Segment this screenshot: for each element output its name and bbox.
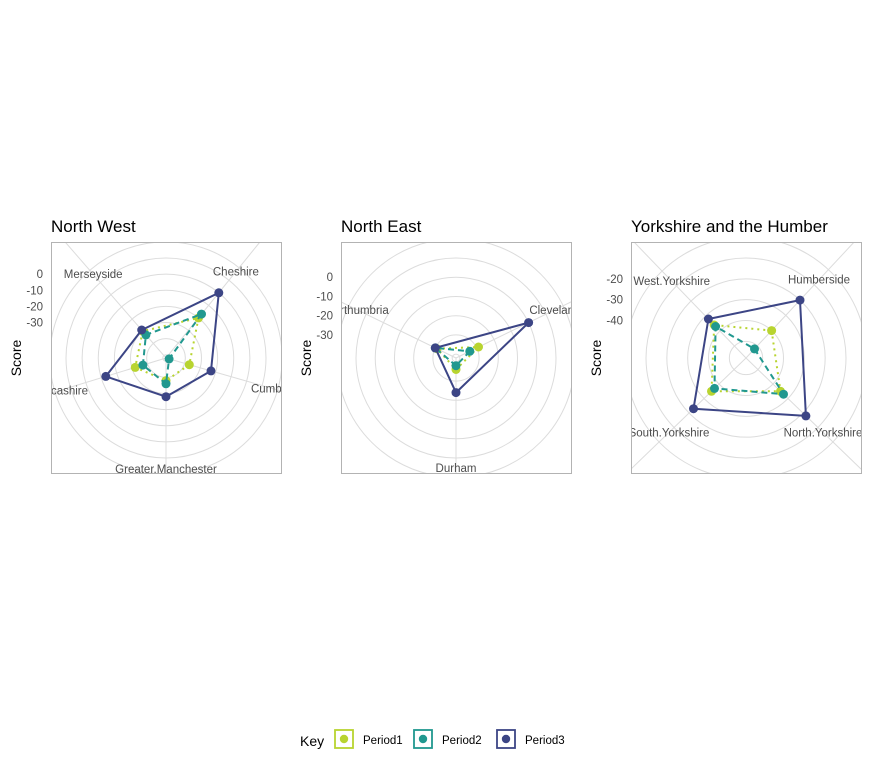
axis-label-west-yorkshire: West.Yorkshire (633, 276, 710, 288)
y-axis-label: Score (588, 340, 604, 377)
point-period2-greater-manchester (161, 379, 171, 389)
radial-tick-label: -10 (26, 285, 43, 297)
grid-circle (687, 299, 805, 417)
legend-label-period2: Period2 (442, 735, 482, 747)
legend-marker-period1 (339, 734, 349, 744)
radial-tick-label: 0 (37, 269, 43, 281)
point-period2-west-yorkshire (711, 322, 721, 331)
radial-tick-label: -40 (606, 316, 623, 328)
series-line-period2 (141, 313, 203, 385)
legend-item-period3: Period3 (496, 729, 565, 749)
y-axis-label: Score (298, 340, 314, 377)
axis-label-cheshire: Cheshire (213, 267, 259, 279)
panel-yorkshire-and-the-humber: Yorkshire and the Humber Score Humberside N… (588, 217, 863, 474)
axis-label-humberside: Humberside (788, 275, 850, 287)
y-axis-label: Score (8, 340, 24, 377)
point-period1-cumbria (184, 360, 194, 370)
radial-tick-label: -30 (316, 330, 333, 342)
point-period2-cleveland (465, 346, 475, 356)
point-period2-north-yorkshire (779, 389, 788, 399)
grid-circle (708, 320, 784, 396)
panel-border (631, 242, 862, 474)
chart-title: North West (51, 217, 136, 236)
grid-circle (666, 278, 826, 438)
point-period3-cheshire (214, 288, 224, 298)
chart-title: North East (341, 217, 422, 236)
point-period2-durham (451, 361, 461, 371)
legend-title: Key (300, 733, 324, 749)
axis-label-durham: Durham (436, 463, 477, 475)
point-period3-cleveland (524, 318, 534, 328)
point-period3-west-yorkshire (703, 314, 713, 324)
radial-tick-label: -20 (606, 274, 623, 286)
point-period3-humberside (795, 295, 805, 305)
radial-tick-label: -30 (26, 318, 43, 330)
point-period3-lancashire (101, 371, 111, 381)
series-line-period3 (434, 321, 530, 394)
axis-label-cumbria: Cumbria (251, 384, 295, 396)
radial-tick-label: 0 (327, 272, 333, 284)
spoke-south-yorkshire (631, 357, 747, 470)
point-period1-humberside (767, 326, 777, 336)
axis-label-cleveland: Cleveland (529, 305, 580, 317)
point-period1-lancashire (130, 362, 140, 372)
panel-north-east: North East Score Cleveland Durham Northumbri… (298, 217, 580, 475)
legend-label-period1: Period1 (363, 735, 403, 747)
series-line-period3 (104, 291, 220, 398)
point-period2-cumbria (164, 354, 174, 364)
chart-title: Yorkshire and the Humber (631, 217, 828, 236)
spoke-merseyside (64, 242, 167, 359)
axis-label-greater-manchester: Greater.Manchester (115, 464, 217, 476)
axis-label-north-yorkshire: North.Yorkshire (784, 427, 863, 439)
legend: Key Period1 Period2 Period3 (300, 729, 565, 749)
panel-border (341, 242, 572, 474)
panel-border (51, 242, 282, 474)
plot-area: Cleveland Durham Northumbria (325, 242, 580, 475)
point-period3-cumbria (206, 366, 216, 376)
point-period3-greater-manchester (161, 392, 171, 402)
point-period1-cleveland (474, 342, 483, 352)
legend-marker-period2 (418, 734, 428, 744)
axis-label-south-yorkshire: South.Yorkshire (629, 427, 710, 439)
axis-label-lancashire: Lancashire (32, 386, 88, 398)
panel-north-west: North West Score Cheshire Cumbria Greater.Ma… (8, 217, 295, 476)
radial-tick-label: -10 (316, 292, 333, 304)
radial-tick-label: -20 (316, 311, 333, 323)
radial-tick-label: -30 (606, 295, 623, 307)
point-period2-cheshire (197, 309, 206, 319)
point-period3-merseyside (137, 325, 147, 335)
spoke-west-yorkshire (634, 242, 747, 359)
plot-area: Cheshire Cumbria Greater.Manchester Lancash… (32, 242, 295, 476)
grid-circle (645, 257, 847, 459)
legend-item-period1: Period1 (334, 729, 403, 749)
point-period3-north-yorkshire (801, 411, 811, 421)
legend-item-period2: Period2 (413, 729, 482, 749)
axis-label-merseyside: Merseyside (64, 269, 123, 281)
series-line-period2 (434, 346, 471, 367)
point-period2-south-yorkshire (710, 383, 719, 393)
point-period3-durham (451, 388, 461, 398)
legend-marker-period3 (501, 734, 511, 744)
axis-label-northumbria: Northumbria (325, 305, 389, 317)
grid-circle (728, 340, 764, 376)
legend-label-period3: Period3 (525, 735, 565, 747)
point-period2-humberside (750, 344, 759, 354)
point-period3-south-yorkshire (689, 404, 698, 414)
plot-area: Humberside North.Yorkshire South.Yorkshire… (629, 242, 863, 474)
point-period2-lancashire (138, 360, 148, 370)
radial-tick-label: -20 (26, 301, 43, 313)
point-period3-northumbria (430, 343, 440, 353)
